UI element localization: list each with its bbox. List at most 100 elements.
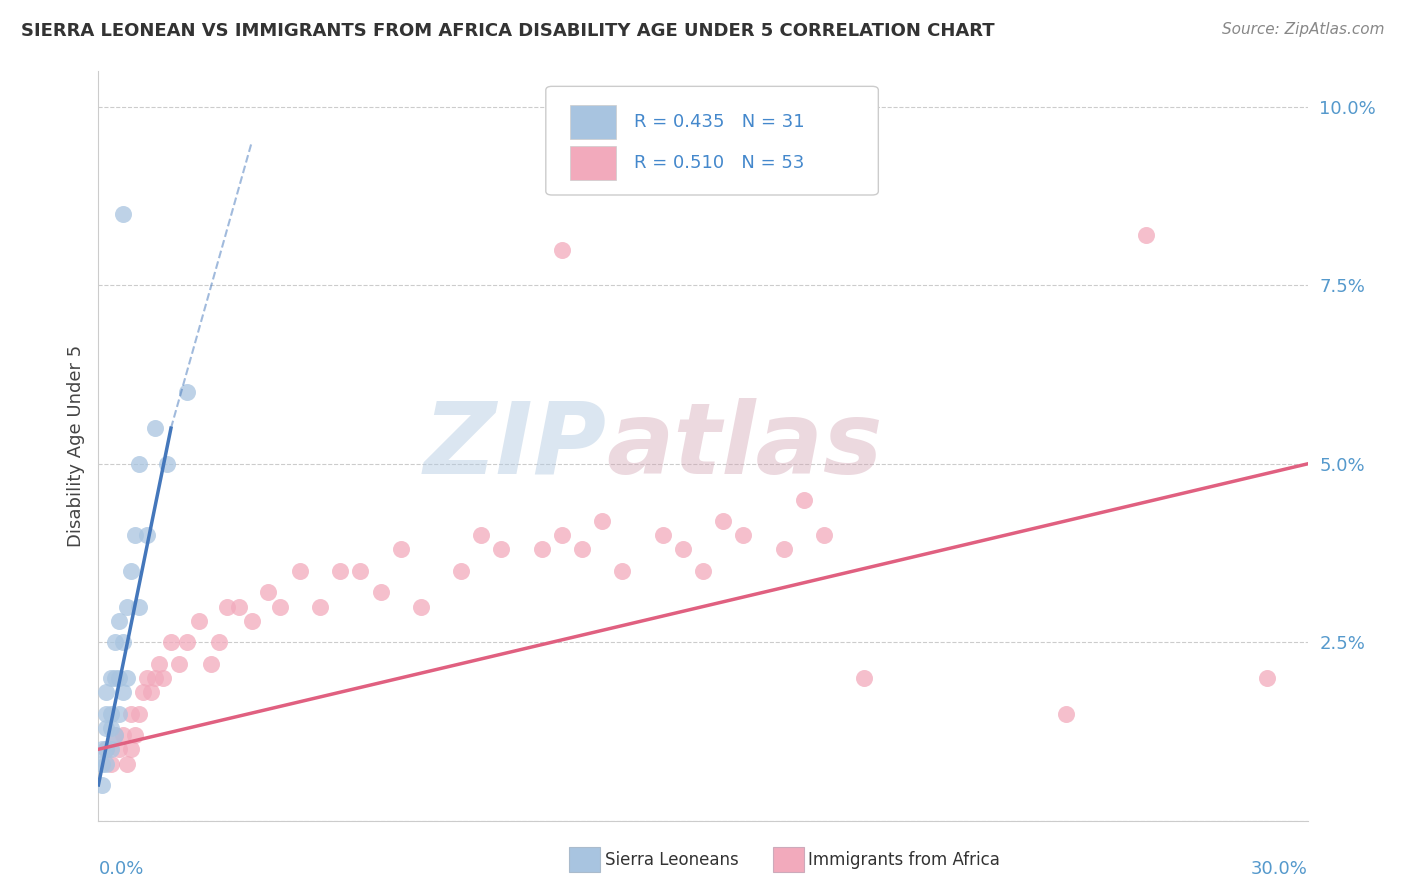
Point [96, 756, 118, 771]
Point [143, 421, 166, 435]
FancyBboxPatch shape [546, 87, 879, 195]
Text: atlas: atlas [606, 398, 883, 494]
Point [128, 599, 150, 614]
Point [143, 671, 166, 685]
Point [156, 457, 179, 471]
Point [107, 614, 129, 628]
Point [100, 756, 122, 771]
Point [176, 635, 198, 649]
Point [733, 528, 755, 542]
Point [107, 742, 129, 756]
Point [103, 728, 125, 742]
Point [530, 542, 553, 557]
Point [96, 706, 118, 721]
Point [111, 728, 134, 742]
Point [100, 742, 122, 756]
Point [115, 756, 138, 771]
Point [349, 564, 371, 578]
Point [813, 528, 835, 542]
Point [571, 542, 593, 557]
Point [135, 671, 157, 685]
Point [148, 657, 170, 671]
Point [200, 657, 222, 671]
Point [692, 564, 714, 578]
Y-axis label: Disability Age Under 5: Disability Age Under 5 [66, 345, 84, 547]
Point [135, 528, 157, 542]
Point [651, 528, 673, 542]
Point [128, 457, 150, 471]
Point [269, 599, 291, 614]
Point [115, 599, 138, 614]
Text: 30.0%: 30.0% [1251, 860, 1308, 878]
Text: ZIP: ZIP [423, 398, 606, 494]
Text: Immigrants from Africa: Immigrants from Africa [808, 851, 1000, 869]
Point [100, 706, 122, 721]
Point [1256, 671, 1278, 685]
Text: Sierra Leoneans: Sierra Leoneans [605, 851, 738, 869]
Point [240, 614, 263, 628]
Point [450, 564, 472, 578]
Point [111, 685, 134, 699]
Point [96, 685, 118, 699]
Point [91, 778, 114, 792]
Point [772, 542, 794, 557]
FancyBboxPatch shape [569, 105, 616, 139]
Text: R = 0.510   N = 53: R = 0.510 N = 53 [634, 153, 804, 172]
Point [100, 671, 122, 685]
Point [370, 585, 392, 599]
Point [152, 671, 174, 685]
Point [288, 564, 311, 578]
Point [470, 528, 492, 542]
FancyBboxPatch shape [569, 146, 616, 180]
Text: R = 0.435   N = 31: R = 0.435 N = 31 [634, 112, 804, 130]
Point [711, 514, 734, 528]
Text: Source: ZipAtlas.com: Source: ZipAtlas.com [1222, 22, 1385, 37]
Point [107, 671, 129, 685]
Point [96, 742, 118, 756]
Text: 0.0%: 0.0% [98, 860, 143, 878]
Point [111, 635, 134, 649]
Point [176, 385, 198, 400]
Point [91, 742, 114, 756]
Point [128, 706, 150, 721]
Point [96, 742, 118, 756]
Point [409, 599, 432, 614]
Point [124, 728, 146, 742]
Point [103, 728, 125, 742]
Text: SIERRA LEONEAN VS IMMIGRANTS FROM AFRICA DISABILITY AGE UNDER 5 CORRELATION CHAR: SIERRA LEONEAN VS IMMIGRANTS FROM AFRICA… [21, 22, 994, 40]
Point [120, 706, 142, 721]
Point [217, 599, 239, 614]
Point [188, 614, 211, 628]
Point [120, 742, 142, 756]
Point [160, 635, 183, 649]
Point [103, 671, 125, 685]
Point [389, 542, 412, 557]
Point [612, 564, 634, 578]
Point [329, 564, 352, 578]
Point [1054, 706, 1077, 721]
Point [111, 207, 134, 221]
Point [91, 756, 114, 771]
Point [1135, 228, 1157, 243]
Point [132, 685, 155, 699]
Point [551, 243, 574, 257]
Point [103, 635, 125, 649]
Point [100, 721, 122, 735]
Point [115, 671, 138, 685]
Point [591, 514, 613, 528]
Point [551, 528, 574, 542]
Point [491, 542, 513, 557]
Point [120, 564, 142, 578]
Point [256, 585, 278, 599]
Point [672, 542, 695, 557]
Point [793, 492, 815, 507]
Point [853, 671, 876, 685]
Point [228, 599, 250, 614]
Point [208, 635, 231, 649]
Point [309, 599, 332, 614]
Point [167, 657, 190, 671]
Point [124, 528, 146, 542]
Point [107, 706, 129, 721]
Point [96, 721, 118, 735]
Point [139, 685, 162, 699]
